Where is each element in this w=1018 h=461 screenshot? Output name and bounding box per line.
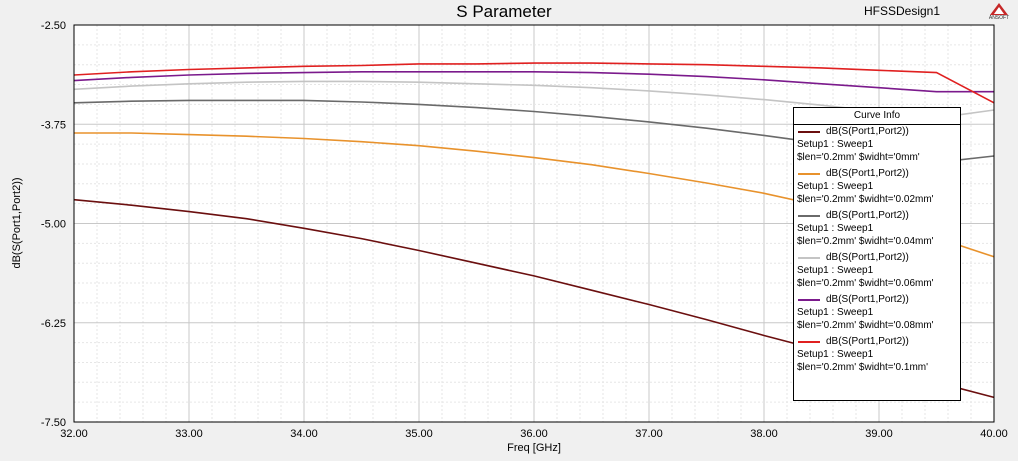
- legend-entry-name: dB(S(Port1,Port2)): [826, 252, 909, 263]
- x-tick-label: 36.00: [520, 428, 548, 440]
- chart-title: S Parameter: [456, 2, 552, 21]
- legend-entry[interactable]: dB(S(Port1,Port2)) Setup1 : Sweep1 $len='0…: [794, 335, 960, 377]
- legend-entry-setup: Setup1 : Sweep1: [797, 265, 874, 276]
- legend-entry-params: $len='0.2mm' $widht='0.04mm': [797, 236, 934, 247]
- x-tick-label: 33.00: [175, 428, 203, 440]
- legend-entry-name: dB(S(Port1,Port2)): [826, 336, 909, 347]
- x-tick-label: 40.00: [980, 428, 1008, 440]
- plot-frame: [73, 24, 995, 423]
- legend-entry-name: dB(S(Port1,Port2)): [826, 294, 909, 305]
- legend-swatch: [798, 173, 820, 175]
- ansoft-logo: ANSOFT: [986, 2, 1012, 22]
- legend-entry-setup: Setup1 : Sweep1: [797, 181, 874, 192]
- legend-title: Curve Info: [794, 108, 960, 125]
- ansoft-logo-icon: [990, 3, 1008, 15]
- legend-entries: dB(S(Port1,Port2)) Setup1 : Sweep1 $len='0…: [794, 125, 960, 377]
- x-tick-label: 34.00: [290, 428, 318, 440]
- x-tick-label: 37.00: [635, 428, 663, 440]
- legend-swatch: [798, 341, 820, 343]
- x-tick-label: 32.00: [60, 428, 88, 440]
- tick-labels: 32.00 33.00 34.00 35.00 36.00 37.00 38.00 39.00…: [41, 20, 1008, 440]
- design-name: HFSSDesign1: [864, 4, 941, 18]
- legend-entry[interactable]: dB(S(Port1,Port2)) Setup1 : Sweep1 $len='0…: [794, 167, 960, 209]
- legend-entry[interactable]: dB(S(Port1,Port2)) Setup1 : Sweep1 $len='0…: [794, 293, 960, 335]
- series-line-5: [73, 71, 994, 93]
- y-axis-label: dB(S(Port1,Port2)): [11, 177, 23, 268]
- legend-entry-params: $len='0.2mm' $widht='0.08mm': [797, 320, 934, 331]
- x-tick-label: 35.00: [405, 428, 433, 440]
- logo-text: ANSOFT: [988, 15, 1010, 21]
- legend-entry[interactable]: dB(S(Port1,Port2)) Setup1 : Sweep1 $len='0…: [794, 251, 960, 293]
- legend-entry-name: dB(S(Port1,Port2)): [826, 126, 909, 137]
- y-tick-label: -6.25: [41, 318, 66, 330]
- series-line-6: [73, 62, 995, 104]
- y-tick-label: -7.50: [41, 417, 66, 429]
- legend-entry-params: $len='0.2mm' $widht='0.1mm': [797, 362, 929, 373]
- legend-swatch: [798, 215, 820, 217]
- legend-entry-name: dB(S(Port1,Port2)): [826, 168, 909, 179]
- legend-entry-params: $len='0.2mm' $widht='0.02mm': [797, 194, 934, 205]
- legend[interactable]: Curve Info dB(S(Port1,Port2)) Setup1 : Sw…: [793, 107, 961, 401]
- y-tick-label: -5.00: [41, 219, 66, 231]
- x-axis-label: Freq [GHz]: [507, 442, 561, 454]
- legend-entry-params: $len='0.2mm' $widht='0.06mm': [797, 278, 934, 289]
- legend-swatch: [798, 257, 820, 259]
- x-tick-label: 38.00: [750, 428, 778, 440]
- legend-entry-setup: Setup1 : Sweep1: [797, 307, 874, 318]
- legend-entry-setup: Setup1 : Sweep1: [797, 223, 874, 234]
- legend-entry-name: dB(S(Port1,Port2)): [826, 210, 909, 221]
- legend-entry-params: $len='0.2mm' $widht='0mm': [797, 152, 920, 163]
- y-tick-label: -2.50: [41, 20, 66, 32]
- legend-entry-setup: Setup1 : Sweep1: [797, 139, 874, 150]
- legend-entry-setup: Setup1 : Sweep1: [797, 349, 874, 360]
- y-tick-label: -3.75: [41, 119, 66, 131]
- legend-swatch: [798, 131, 820, 133]
- legend-swatch: [798, 299, 820, 301]
- legend-entry[interactable]: dB(S(Port1,Port2)) Setup1 : Sweep1 $len='0…: [794, 209, 960, 251]
- x-tick-label: 39.00: [865, 428, 893, 440]
- legend-entry[interactable]: dB(S(Port1,Port2)) Setup1 : Sweep1 $len='0…: [794, 125, 960, 167]
